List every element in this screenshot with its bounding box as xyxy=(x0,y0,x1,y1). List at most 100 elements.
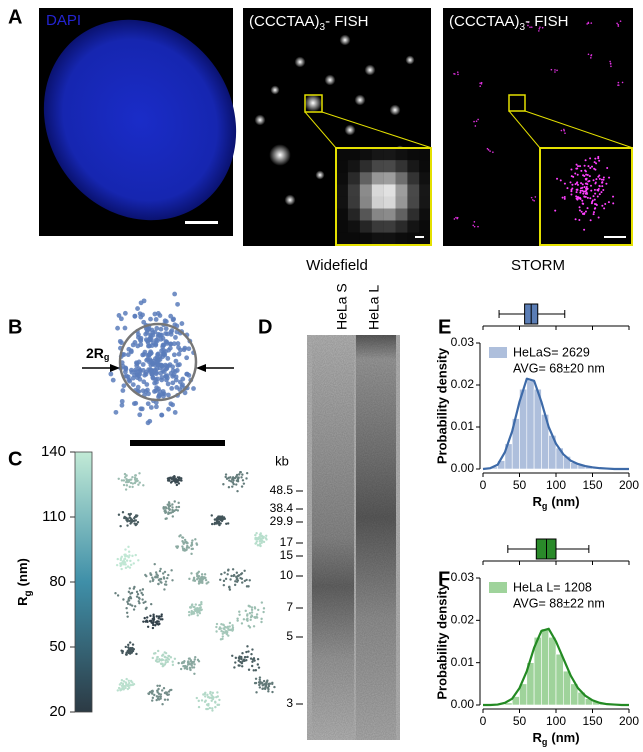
cluster-point xyxy=(207,581,210,584)
cluster-point xyxy=(138,597,141,600)
legend-text: AVG= 68±20 nm xyxy=(513,361,605,375)
localization xyxy=(592,213,595,216)
localization xyxy=(116,313,122,318)
cluster-point xyxy=(254,533,257,537)
cluster-point xyxy=(211,707,214,710)
cluster-point xyxy=(176,480,179,483)
x-axis-label: Rg (nm) xyxy=(532,730,579,747)
cluster-point xyxy=(129,597,133,600)
cluster-point xyxy=(124,548,127,551)
localization xyxy=(581,212,584,215)
localization xyxy=(539,26,541,28)
cluster-point xyxy=(151,621,155,625)
cluster-point xyxy=(200,577,204,580)
spot xyxy=(389,104,401,116)
cluster-point xyxy=(231,654,234,657)
localization xyxy=(171,352,177,358)
cluster-point xyxy=(255,613,259,616)
pixel xyxy=(407,184,420,197)
density-curve xyxy=(482,377,629,471)
localization xyxy=(169,386,175,391)
panel-label: C xyxy=(8,448,22,470)
cluster-point xyxy=(162,577,166,580)
scale-bar xyxy=(604,236,626,238)
cluster-point xyxy=(228,588,232,591)
localization xyxy=(153,400,159,405)
cluster-point xyxy=(133,481,137,485)
cluster-point xyxy=(150,619,153,623)
cluster-point xyxy=(161,703,164,706)
cluster-point xyxy=(152,578,155,581)
localization xyxy=(141,352,147,357)
localization xyxy=(587,165,590,168)
localization xyxy=(554,71,556,73)
localization xyxy=(129,369,135,375)
cluster-point xyxy=(220,572,223,576)
cluster-point xyxy=(204,699,207,702)
pixel xyxy=(336,172,348,185)
cluster-point xyxy=(171,660,174,663)
cluster-point xyxy=(197,705,201,709)
localization xyxy=(135,306,140,311)
localization xyxy=(576,183,579,186)
localization xyxy=(617,23,620,26)
cluster-point xyxy=(155,698,158,702)
localization xyxy=(601,185,604,188)
cluster-point xyxy=(190,541,194,545)
localization xyxy=(108,371,114,377)
panel-label: B xyxy=(8,316,22,338)
localization xyxy=(593,167,596,170)
localization xyxy=(164,341,170,346)
pixel xyxy=(407,208,420,221)
scale-bar xyxy=(415,236,424,238)
localization xyxy=(163,326,169,332)
localization xyxy=(126,377,132,383)
cluster-point xyxy=(235,571,239,574)
cluster-point xyxy=(173,509,176,512)
localization xyxy=(486,147,489,150)
cluster-point xyxy=(231,481,235,484)
cluster-point xyxy=(247,585,250,588)
localization xyxy=(475,120,478,122)
cluster-point xyxy=(156,620,159,623)
localization xyxy=(477,118,479,121)
localization xyxy=(590,22,593,24)
pixel xyxy=(395,232,408,245)
cluster-point xyxy=(227,568,230,571)
cluster-point xyxy=(189,660,193,663)
cluster-point xyxy=(163,691,167,695)
localization xyxy=(582,174,585,177)
localization xyxy=(122,325,128,331)
cluster-point xyxy=(190,609,193,613)
localization xyxy=(142,372,148,378)
localization xyxy=(575,191,578,194)
cluster-point xyxy=(188,614,191,617)
pixel xyxy=(383,148,396,161)
cluster-point xyxy=(126,602,130,606)
cluster-point xyxy=(232,573,236,577)
cluster-point xyxy=(124,488,128,491)
pixel xyxy=(371,160,384,173)
subscript: g xyxy=(104,352,110,362)
cluster-point xyxy=(193,663,196,666)
image-title: DAPI xyxy=(46,12,81,29)
cluster-point xyxy=(222,579,226,583)
cluster-point xyxy=(196,575,199,578)
localization xyxy=(456,216,459,219)
cluster-point xyxy=(115,563,119,567)
localization xyxy=(184,355,190,361)
cluster-point xyxy=(137,559,140,562)
localization xyxy=(594,192,597,195)
panel-label: E xyxy=(438,316,451,338)
cluster-point xyxy=(196,614,199,617)
localization xyxy=(158,362,164,368)
cluster-point xyxy=(253,616,256,619)
cluster-point xyxy=(185,548,188,551)
cluster-point xyxy=(145,619,148,622)
localization xyxy=(556,177,559,180)
cluster-point xyxy=(256,657,260,661)
cluster-point xyxy=(163,570,167,574)
localization xyxy=(563,197,566,200)
cluster-point xyxy=(219,517,222,521)
label-text: R xyxy=(15,596,30,606)
